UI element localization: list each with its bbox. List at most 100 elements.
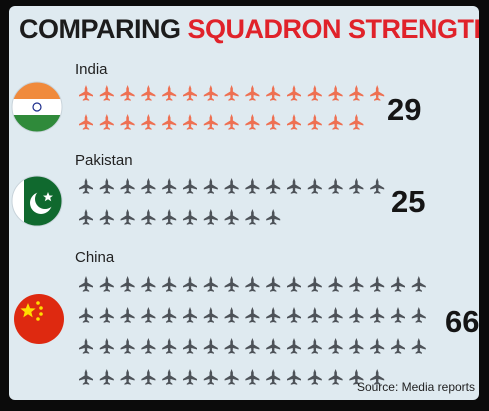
jet-icon-china — [349, 307, 364, 323]
jet-icon-pakistan — [79, 209, 93, 225]
jet-icon-india — [162, 85, 177, 101]
jet-icon-india — [245, 114, 260, 130]
jet-icon-china — [411, 307, 426, 323]
jet-icon-pakistan — [370, 178, 385, 194]
india-flag-icon — [11, 81, 63, 133]
jet-icon-india — [328, 85, 343, 101]
infographic-card: COMPARING SQUADRON STRENGTH India Pakist… — [9, 6, 479, 400]
jet-icon-india — [349, 114, 364, 130]
jet-icon-china — [183, 276, 197, 292]
jet-icon-china — [141, 369, 156, 385]
jet-icon-pakistan — [328, 178, 343, 194]
jet-icon-pakistan — [266, 178, 281, 194]
jet-icon-china — [162, 369, 177, 385]
jet-icon-pakistan — [162, 209, 177, 225]
jet-icon-china — [224, 369, 239, 385]
jet-icon-india — [328, 114, 343, 130]
jet-icon-pakistan — [120, 209, 135, 225]
jet-icon-china — [287, 307, 301, 323]
jet-icon-pakistan — [224, 178, 239, 194]
jet-icon-india — [162, 114, 177, 130]
jet-icon-india — [203, 114, 218, 130]
jet-icon-india — [99, 85, 114, 101]
pakistan-flag-icon — [11, 175, 63, 227]
jet-icon-india — [203, 85, 218, 101]
jet-icon-china — [120, 369, 135, 385]
jet-icon-pakistan — [245, 178, 260, 194]
china-flag-icon — [14, 294, 64, 344]
jets-group-pakistan — [79, 178, 385, 225]
jet-icon-china — [79, 307, 93, 323]
jet-icon-china — [141, 276, 156, 292]
jet-icon-china — [120, 338, 135, 354]
jet-icon-china — [79, 369, 93, 385]
jet-icon-india — [183, 85, 197, 101]
jet-icon-china — [245, 338, 260, 354]
jet-icon-india — [266, 114, 281, 130]
jet-icon-pakistan — [141, 209, 156, 225]
jet-icon-india — [141, 114, 156, 130]
jet-icon-china — [162, 307, 177, 323]
jet-icon-china — [307, 338, 322, 354]
jet-icon-china — [370, 338, 385, 354]
jet-icon-pakistan — [203, 209, 218, 225]
jet-icon-china — [307, 276, 322, 292]
jet-icon-pakistan — [203, 178, 218, 194]
jet-icon-china — [370, 307, 385, 323]
jet-icon-pakistan — [79, 178, 93, 194]
jet-icon-india — [183, 114, 197, 130]
jet-icon-pakistan — [99, 209, 114, 225]
jets-group-india — [79, 85, 385, 130]
jet-icon-china — [224, 276, 239, 292]
jet-icon-china — [287, 369, 301, 385]
country-label-india: India — [75, 61, 108, 78]
jet-icon-china — [99, 369, 114, 385]
jet-icon-china — [287, 338, 301, 354]
jet-icon-pakistan — [183, 178, 197, 194]
jet-icon-china — [203, 369, 218, 385]
jet-icon-china — [245, 276, 260, 292]
jet-icon-china — [266, 338, 281, 354]
jet-icon-china — [266, 369, 281, 385]
jet-icon-china — [183, 307, 197, 323]
jet-icon-china — [328, 369, 343, 385]
jet-icon-china — [391, 307, 405, 323]
source-note: Source: Media reports — [356, 380, 475, 394]
jet-icon-pakistan — [349, 178, 364, 194]
jet-icon-china — [287, 276, 301, 292]
count-china: 66 — [445, 304, 479, 339]
country-label-china: China — [75, 249, 115, 266]
title-part-2: SQUADRON STRENGTH — [187, 14, 479, 44]
jet-icon-india — [287, 114, 301, 130]
jet-icon-india — [224, 85, 239, 101]
jet-icon-china — [203, 307, 218, 323]
jet-icon-china — [162, 276, 177, 292]
jet-icon-pakistan — [287, 178, 301, 194]
jet-icon-india — [79, 85, 93, 101]
jet-icon-china — [224, 307, 239, 323]
jet-icon-pakistan — [224, 209, 239, 225]
jet-icon-pakistan — [266, 209, 281, 225]
jet-icon-china — [411, 276, 426, 292]
jet-icon-india — [120, 114, 135, 130]
jet-icon-china — [120, 276, 135, 292]
jet-icon-pakistan — [307, 178, 322, 194]
jet-icon-china — [99, 338, 114, 354]
jet-icon-china — [203, 276, 218, 292]
pictograph-chart — [11, 81, 426, 385]
page-title: COMPARING SQUADRON STRENGTH — [19, 14, 479, 45]
jet-icon-pakistan — [245, 209, 260, 225]
jet-icon-pakistan — [141, 178, 156, 194]
jet-icon-china — [328, 338, 343, 354]
jet-icon-pakistan — [99, 178, 114, 194]
title-part-1: COMPARING — [19, 14, 181, 44]
count-pakistan: 25 — [391, 184, 426, 219]
count-india: 29 — [387, 92, 422, 127]
jet-icon-china — [328, 307, 343, 323]
jet-icon-china — [141, 338, 156, 354]
jet-icon-india — [141, 85, 156, 101]
jet-icon-china — [79, 276, 93, 292]
jet-icon-china — [183, 369, 197, 385]
jet-icon-china — [349, 276, 364, 292]
jet-icon-china — [245, 369, 260, 385]
